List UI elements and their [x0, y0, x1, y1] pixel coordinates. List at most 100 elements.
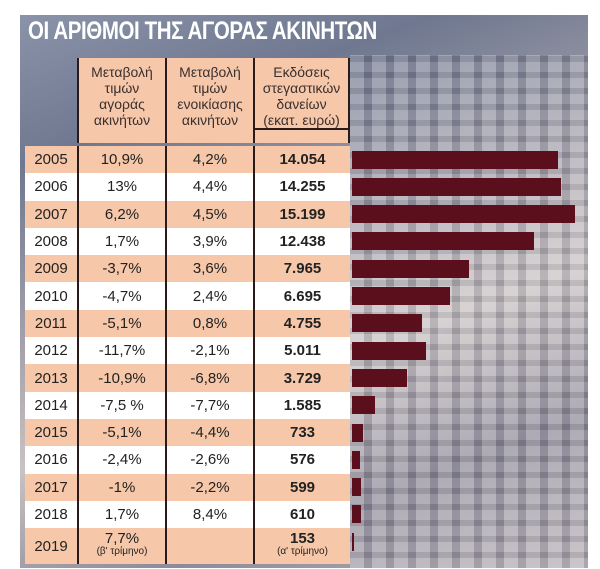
header-line: αγοράς	[99, 96, 145, 112]
header-mortgage-issuance: Εκδόσεις στεγαστικών δανείων (εκατ. ευρώ)	[253, 58, 350, 143]
rent-change-cell-value: 4,5%	[192, 205, 228, 223]
rent-change-cell: -2,2%	[165, 473, 253, 501]
header-line: Μεταβολή	[179, 64, 241, 80]
bar-2005	[352, 150, 559, 169]
bar-2014	[352, 396, 376, 415]
table-row: 2016 -2,4% -2,6% 576	[25, 446, 350, 474]
purchase-change-cell: -2,4%	[77, 446, 165, 474]
year-cell-value: 2015	[34, 424, 68, 442]
loans-cell: 576	[253, 446, 350, 474]
table-row: 2012 -11,7% -2,1% 5.011	[25, 337, 350, 365]
bar-2010	[352, 287, 451, 305]
purchase-change-cell-value: -1%	[108, 478, 136, 496]
loans-cell-value: 4.755	[283, 314, 322, 332]
year-cell: 2013	[25, 364, 77, 391]
table-row: 2009 -3,7% 3,6% 7.965	[25, 255, 350, 283]
year-cell: 2008	[25, 228, 77, 255]
loans-cell: 610	[253, 500, 350, 529]
purchase-change-cell: -4,7%	[77, 282, 165, 310]
year-cell: 2018	[25, 501, 77, 528]
rent-change-cell-value: -2,1%	[190, 342, 230, 360]
loans-cell-value: 12.438	[279, 233, 326, 251]
purchase-change-cell-value: -5,1%	[102, 424, 142, 442]
purchase-change-cell-value: 13%	[106, 178, 138, 196]
bar-2015	[352, 423, 363, 442]
rent-change-cell-value: 3,6%	[192, 260, 228, 278]
loans-cell-note: (α' τρίμηνο)	[277, 546, 328, 558]
rent-change-cell	[165, 528, 253, 565]
year-cell-value: 2016	[34, 451, 68, 469]
year-cell-value: 2007	[34, 205, 68, 223]
year-cell: 2007	[25, 201, 77, 228]
year-cell-value: 2019	[34, 537, 68, 555]
year-cell-value: 2017	[34, 478, 68, 496]
bar-2017	[352, 478, 361, 497]
bar-2011	[352, 314, 422, 333]
year-cell-value: 2006	[34, 178, 68, 196]
year-cell: 2015	[25, 419, 77, 446]
year-cell: 2016	[25, 446, 77, 473]
data-table: 2005 10,9% 4,2% 14.054 2006 13% 4,4% 14.255 2007…	[25, 146, 350, 565]
loans-cell: 4.755	[253, 309, 350, 338]
purchase-change-cell: -1%	[77, 473, 165, 501]
rent-change-cell-value: -4,4%	[190, 424, 230, 442]
loans-cell-value: 1.585	[283, 396, 322, 414]
purchase-change-cell: 6,2%	[77, 200, 165, 228]
purchase-change-cell-value: -5,1%	[102, 314, 142, 332]
rent-change-cell-value: 2,4%	[192, 287, 228, 305]
loans-cell: 3.729	[253, 364, 350, 392]
loans-cell: 1.585	[253, 391, 350, 419]
rent-change-cell: -2,6%	[165, 446, 253, 474]
rent-change-cell-value: 4,4%	[192, 178, 228, 196]
loans-cell-value: 7.965	[283, 260, 322, 278]
year-cell: 2011	[25, 310, 77, 337]
purchase-change-cell: 1,7%	[77, 227, 165, 256]
table-row: 2013 -10,9% -6,8% 3.729	[25, 364, 350, 392]
year-cell-value: 2012	[34, 342, 68, 360]
header-line: Μεταβολή	[91, 64, 153, 80]
year-cell-value: 2018	[34, 506, 68, 523]
year-cell: 2012	[25, 337, 77, 364]
header-price-change-rent: Μεταβολή τιμών ενοικίασης ακινήτων	[165, 58, 253, 143]
bar-chart	[352, 146, 588, 556]
rent-change-cell-value: -2,6%	[190, 451, 230, 469]
loans-cell: 12.438	[253, 227, 350, 256]
loans-cell-value: 14.255	[279, 178, 326, 196]
purchase-change-cell-value: 1,7%	[104, 233, 140, 251]
year-cell-value: 2011	[34, 314, 68, 332]
year-cell: 2006	[25, 173, 77, 200]
header-line: τιμών	[192, 80, 228, 96]
year-cell-value: 2009	[34, 260, 68, 278]
loans-cell: 599	[253, 473, 350, 501]
table-row: 2007 6,2% 4,5% 15.199	[25, 200, 350, 228]
bar-2008	[352, 232, 535, 251]
bar-2019	[352, 532, 355, 551]
table-row: 2005 10,9% 4,2% 14.054	[25, 146, 350, 174]
table-row: 2018 1,7% 8,4% 610	[25, 500, 350, 529]
header-price-change-purchase: Μεταβολή τιμών αγοράς ακινήτων	[77, 58, 165, 143]
loans-cell-value: 576	[289, 451, 316, 469]
rent-change-cell: 4,2%	[165, 146, 253, 174]
year-cell-value: 2005	[34, 151, 68, 169]
purchase-change-cell: -5,1%	[77, 309, 165, 338]
rent-change-cell: -6,8%	[165, 364, 253, 392]
purchase-change-cell-value: 7,7%	[104, 530, 140, 548]
bar-2013	[352, 368, 407, 387]
loans-cell: 7.965	[253, 255, 350, 283]
header-line: ακινήτων	[181, 112, 239, 128]
purchase-change-cell-value: -10,9%	[98, 369, 146, 387]
year-cell: 2019	[25, 528, 77, 564]
table-row: 2019 7,7% (β' τρίμηνο) 153 (α' τρίμηνο)	[25, 528, 350, 565]
year-cell-value: 2008	[34, 233, 68, 251]
header-line: Εκδόσεις	[273, 64, 330, 80]
infographic-title: ΟΙ ΑΡΙΘΜΟΙ ΤΗΣ ΑΓΟΡΑΣ ΑΚΙΝΗΤΩΝ	[28, 17, 377, 45]
rent-change-cell-value: 8,4%	[192, 506, 228, 523]
purchase-change-cell: 7,7% (β' τρίμηνο)	[77, 528, 165, 565]
loans-cell: 153 (α' τρίμηνο)	[253, 528, 350, 565]
purchase-change-cell-value: 1,7%	[104, 506, 140, 523]
table-row: 2008 1,7% 3,9% 12.438	[25, 227, 350, 256]
rent-change-cell: 0,8%	[165, 309, 253, 338]
rent-change-cell-value: 4,2%	[192, 151, 228, 169]
table-row: 2017 -1% -2,2% 599	[25, 473, 350, 501]
header-line: ενοικίασης	[177, 96, 243, 112]
